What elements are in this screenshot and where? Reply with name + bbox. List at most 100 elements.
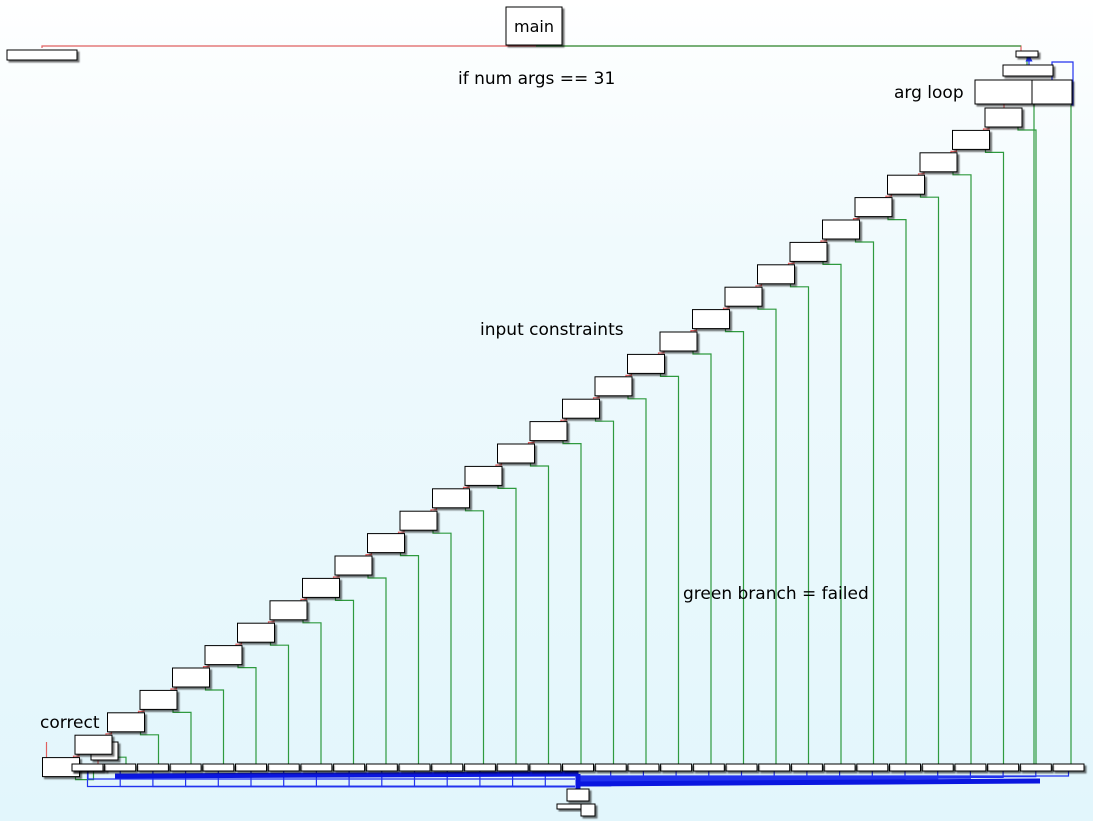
main-block-label: main [514, 17, 554, 36]
fail-block[interactable] [398, 763, 431, 772]
constraint-fail-edge [432, 530, 452, 764]
constraint-pass-edge [170, 687, 178, 691]
constraint-pass-edge [495, 463, 503, 467]
fail-block[interactable] [823, 763, 856, 772]
fail-block[interactable] [1052, 763, 1085, 772]
fail-block[interactable] [627, 763, 660, 772]
constraint-fail-edge [594, 418, 615, 764]
jump-to-exit-edge [580, 771, 1004, 778]
constraint-check-block[interactable] [984, 107, 1023, 128]
constraint-fail-edge [497, 485, 517, 764]
fail-block[interactable] [202, 763, 235, 772]
fail-block[interactable] [463, 763, 496, 772]
fail-block[interactable] [169, 763, 202, 772]
fail-block[interactable] [267, 763, 300, 772]
constraint-check-block[interactable] [594, 376, 633, 397]
fail-block[interactable] [660, 763, 693, 772]
fail-block[interactable] [692, 763, 725, 772]
constraint-check-block[interactable] [952, 129, 990, 150]
arg-loop-increment-block[interactable] [1031, 79, 1073, 105]
constraint-fail-edge [334, 597, 355, 764]
fail-block[interactable] [562, 763, 594, 772]
arg-loop-header-block[interactable] [1002, 64, 1054, 77]
constraint-pass-edge [72, 754, 80, 758]
constraint-pass-edge [430, 507, 438, 512]
constraint-pass-edge [267, 619, 275, 624]
constraint-check-block[interactable] [562, 398, 600, 419]
constraint-fail-edge [399, 552, 420, 764]
constraint-check-block[interactable] [854, 197, 893, 218]
input-constraints-annotation: input constraints [480, 320, 624, 340]
fail-block[interactable] [529, 763, 562, 772]
arg-count-check-annotation: if num args == 31 [458, 69, 615, 89]
exit-return-block[interactable] [556, 803, 582, 810]
constraint-pass-edge [137, 709, 145, 713]
main-function-block[interactable]: main [505, 6, 563, 46]
arg-loop-body-block[interactable] [974, 79, 1033, 105]
fail-block[interactable] [300, 763, 333, 772]
constraint-check-block[interactable] [432, 488, 470, 509]
constraint-check-block[interactable] [659, 331, 698, 352]
correct-annotation: correct [40, 713, 100, 733]
fail-block[interactable] [136, 763, 169, 772]
fail-block[interactable] [71, 763, 104, 772]
constraint-fail-edge [822, 261, 842, 764]
fail-block[interactable] [333, 763, 366, 772]
constraint-check-block[interactable] [204, 645, 243, 666]
fail-block[interactable] [1019, 763, 1052, 772]
constraint-check-block[interactable] [172, 667, 210, 688]
constraint-check-block[interactable] [724, 286, 763, 307]
exit-bus-right-edge [577, 778, 1041, 787]
constraint-check-block[interactable] [367, 533, 405, 554]
constraint-fail-edge [204, 687, 225, 764]
fail-block[interactable] [365, 763, 398, 772]
constraint-fail-edge [172, 709, 192, 764]
constraint-check-block[interactable] [269, 600, 308, 621]
fail-block[interactable] [954, 763, 987, 772]
node-layer [6, 49, 1085, 817]
fail-block[interactable] [856, 763, 889, 772]
constraint-check-block[interactable] [237, 622, 275, 643]
constraint-pass-edge [300, 597, 308, 601]
constraint-fail-edge [757, 306, 777, 764]
exit-block[interactable] [566, 788, 590, 802]
constraint-check-block[interactable] [107, 712, 145, 733]
constraint-pass-edge [462, 485, 470, 489]
constraint-check-block[interactable] [529, 421, 568, 442]
fail-block[interactable] [104, 763, 137, 772]
constraint-check-block[interactable] [139, 689, 178, 710]
constraint-check-block[interactable] [334, 555, 373, 576]
constraint-check-block[interactable] [399, 510, 438, 531]
arg-count-fail-block[interactable] [6, 49, 78, 61]
fail-block[interactable] [431, 763, 464, 772]
constraint-check-block[interactable] [74, 734, 113, 755]
failed-branch-annotation: green branch = failed [683, 584, 869, 604]
constraint-check-block[interactable] [919, 152, 958, 173]
arg-loop-annotation: arg loop [894, 83, 964, 103]
constraint-fail-edge [887, 216, 907, 764]
fail-block[interactable] [921, 763, 954, 772]
fail-block[interactable] [889, 763, 921, 772]
constraint-fail-edge [919, 194, 940, 764]
fail-block[interactable] [987, 763, 1020, 772]
constraint-check-block[interactable] [302, 577, 340, 598]
constraint-check-block[interactable] [822, 219, 860, 240]
fail-block[interactable] [235, 763, 267, 772]
constraint-check-block[interactable] [757, 264, 795, 285]
fail-block[interactable] [594, 763, 627, 772]
fail-block[interactable] [758, 763, 791, 772]
constraint-check-block[interactable] [464, 465, 503, 486]
constraint-pass-edge [820, 239, 828, 243]
constraint-check-block[interactable] [497, 443, 535, 464]
exit-epilogue-block[interactable] [580, 803, 596, 817]
fail-block[interactable] [725, 763, 758, 772]
fail-block[interactable] [790, 763, 823, 772]
constraint-pass-edge [202, 664, 210, 668]
constraint-check-block[interactable] [627, 353, 665, 374]
arg-count-ok-block[interactable] [1015, 50, 1039, 58]
constraint-fail-edge [659, 373, 680, 764]
constraint-check-block[interactable] [692, 309, 730, 330]
fail-block[interactable] [496, 763, 529, 772]
constraint-check-block[interactable] [789, 241, 828, 262]
constraint-check-block[interactable] [887, 174, 925, 195]
